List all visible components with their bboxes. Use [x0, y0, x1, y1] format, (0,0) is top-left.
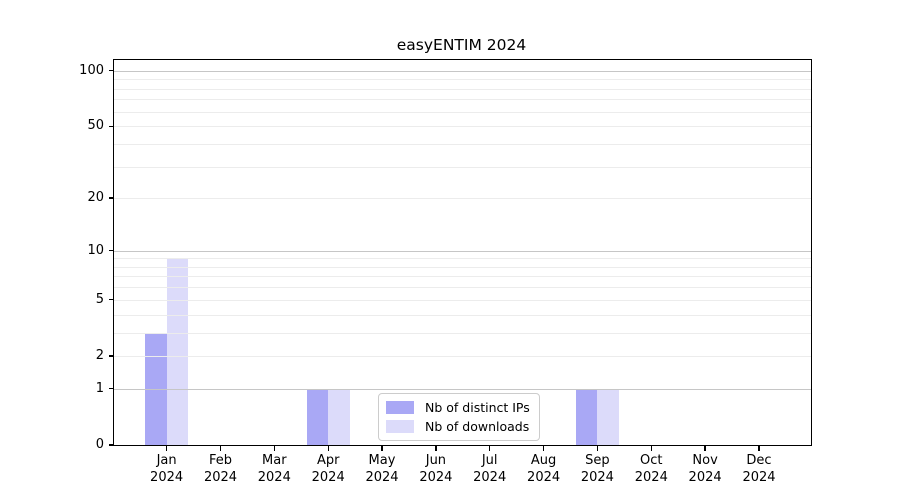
x-tick-mark-jul	[489, 446, 491, 451]
legend-swatch-downloads	[386, 420, 414, 433]
x-tick-label-mar: Mar 2024	[257, 453, 291, 485]
gridline-y-8	[114, 266, 811, 268]
gridline-y-9	[114, 258, 811, 260]
gridline-y-6	[114, 287, 811, 289]
x-tick-label-apr: Apr 2024	[311, 453, 345, 485]
x-tick-mark-mar	[273, 446, 275, 451]
x-tick-label-aug: Aug 2024	[527, 453, 561, 485]
y-tick-mark-2	[109, 355, 114, 357]
gridline-y-80	[114, 88, 811, 90]
chart-title: easyENTIM 2024	[396, 36, 527, 54]
y-tick-label-10: 10	[87, 242, 104, 258]
y-tick-mark-0	[109, 444, 114, 446]
y-tick-mark-100	[109, 70, 114, 72]
gridline-y-2	[114, 355, 811, 357]
y-tick-label-0: 0	[95, 437, 104, 452]
bar-downloads-jan	[166, 258, 189, 445]
bar-downloads-sep	[597, 388, 620, 445]
bar-downloads-apr	[328, 388, 350, 445]
y-tick-label-20: 20	[87, 190, 104, 206]
gridline-y-100	[114, 70, 811, 72]
plot-area: Nb of distinct IPs Nb of downloads 0 1 2 5 1…	[79, 59, 812, 485]
gridline-y-1	[114, 388, 811, 390]
x-tick-mark-apr	[327, 446, 329, 451]
y-tick-mark-10	[109, 249, 114, 252]
y-tick-mark-5	[109, 299, 114, 301]
y-tick-label-1: 1	[95, 380, 104, 396]
x-tick-mark-jun	[435, 446, 437, 451]
x-tick-mark-aug	[542, 446, 545, 451]
y-tick-mark-1	[109, 388, 114, 390]
gridline-y-90	[114, 79, 811, 81]
legend: Nb of distinct IPs Nb of downloads	[378, 393, 540, 441]
legend-item-downloads: Nb of downloads	[386, 419, 530, 434]
gridline-y-50	[114, 126, 811, 128]
bar-ips-jan	[144, 332, 167, 445]
y-tick-mark-20	[109, 197, 114, 199]
x-tick-mark-nov	[704, 446, 706, 451]
x-tick-mark-may	[381, 446, 383, 451]
legend-label-downloads: Nb of downloads	[425, 419, 530, 434]
gridline-y-7	[114, 276, 811, 278]
bar-ips-apr	[306, 388, 329, 445]
gridline-y-5	[114, 299, 811, 301]
gridline-y-20	[114, 198, 811, 200]
x-tick-label-nov: Nov 2024	[688, 453, 722, 485]
legend-label-distinct-ips: Nb of distinct IPs	[425, 400, 530, 415]
gridline-y-60	[114, 111, 811, 113]
legend-item-distinct-ips: Nb of distinct IPs	[386, 400, 530, 415]
x-tick-label-dec: Dec 2024	[742, 453, 776, 485]
x-tick-label-jun: Jun 2024	[419, 453, 453, 485]
gridline-y-40	[114, 143, 811, 145]
x-tick-mark-oct	[650, 446, 652, 451]
x-tick-label-feb: Feb 2024	[203, 453, 238, 485]
y-tick-label-5: 5	[95, 291, 104, 307]
bar-ips-sep	[575, 388, 598, 445]
x-tick-mark-feb	[219, 446, 222, 451]
gridline-y-3	[114, 332, 811, 334]
gridline-y-70	[114, 99, 811, 101]
x-tick-label-may: May 2024	[365, 453, 399, 485]
x-tick-mark-jan	[165, 446, 168, 451]
y-tick-label-2: 2	[95, 347, 104, 363]
gridline-y-30	[114, 166, 811, 168]
x-tick-label-sep: Sep 2024	[580, 453, 614, 485]
x-tick-label-jan: Jan 2024	[150, 453, 184, 485]
x-tick-mark-dec	[758, 446, 760, 451]
y-tick-label-50: 50	[87, 118, 104, 134]
x-tick-label-jul: Jul 2024	[473, 453, 507, 485]
y-tick-label-100: 100	[79, 62, 104, 78]
gridline-y-4	[114, 314, 811, 316]
legend-swatch-distinct-ips	[386, 401, 414, 414]
x-tick-mark-sep	[596, 446, 599, 451]
gridline-y-10	[114, 250, 811, 252]
x-tick-label-oct: Oct 2024	[634, 453, 668, 485]
y-tick-mark-50	[109, 125, 114, 127]
